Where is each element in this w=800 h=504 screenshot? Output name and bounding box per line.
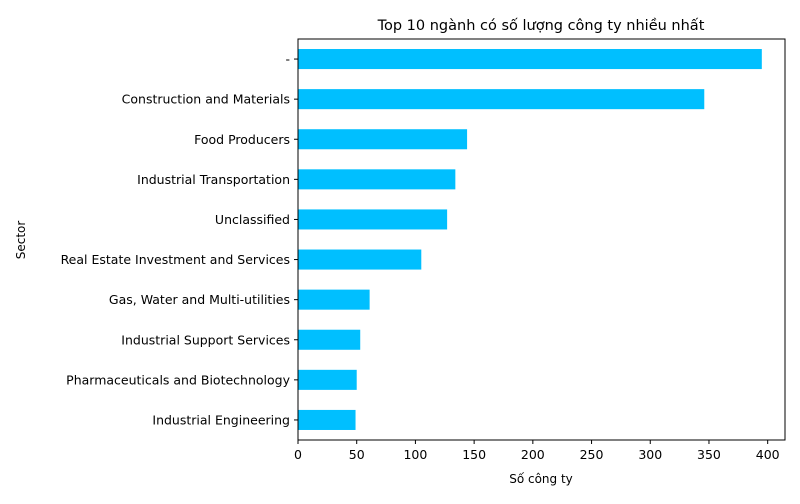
x-tick-label: 350 — [697, 447, 721, 462]
y-tick-label: - — [285, 52, 290, 67]
x-tick-label: 150 — [462, 447, 486, 462]
x-tick-label: 300 — [638, 447, 662, 462]
x-tick-label: 50 — [349, 447, 365, 462]
bar — [298, 409, 356, 430]
y-tick-label: Real Estate Investment and Services — [61, 252, 290, 267]
y-tick-label: Pharmaceuticals and Biotechnology — [66, 372, 290, 387]
y-tick-label: Unclassified — [215, 212, 290, 227]
x-axis-ticks: 0 50 100 150 200 250 300 350 400 — [294, 440, 780, 462]
axes-frame — [297, 38, 786, 441]
x-tick-label: 0 — [294, 447, 302, 462]
bar — [298, 329, 361, 350]
y-axis-label: Sector — [14, 221, 28, 260]
chart-title: Top 10 ngành có số lượng công ty nhiều n… — [377, 17, 705, 34]
bar — [298, 209, 448, 230]
y-tick-label: Industrial Engineering — [152, 412, 290, 427]
x-tick-label: 250 — [580, 447, 604, 462]
bar — [298, 129, 468, 150]
y-tick-label: Construction and Materials — [122, 92, 290, 107]
x-tick-label: 400 — [756, 447, 780, 462]
bar — [298, 89, 705, 110]
y-tick-label: Gas, Water and Multi-utilities — [109, 292, 290, 307]
x-tick-label: 200 — [521, 447, 545, 462]
y-tick-label: Industrial Support Services — [121, 332, 290, 347]
bar — [298, 289, 370, 310]
y-tick-label: Industrial Transportation — [137, 172, 290, 187]
x-axis-label: Số công ty — [509, 472, 573, 486]
y-tick-label: Food Producers — [194, 132, 290, 147]
bar — [298, 249, 422, 270]
bar — [298, 49, 762, 70]
y-axis-ticks: - Construction and Materials Food Producer… — [61, 52, 298, 427]
bar — [298, 369, 357, 390]
bar — [298, 169, 456, 190]
bars-group — [298, 49, 762, 430]
x-tick-label: 100 — [403, 447, 427, 462]
